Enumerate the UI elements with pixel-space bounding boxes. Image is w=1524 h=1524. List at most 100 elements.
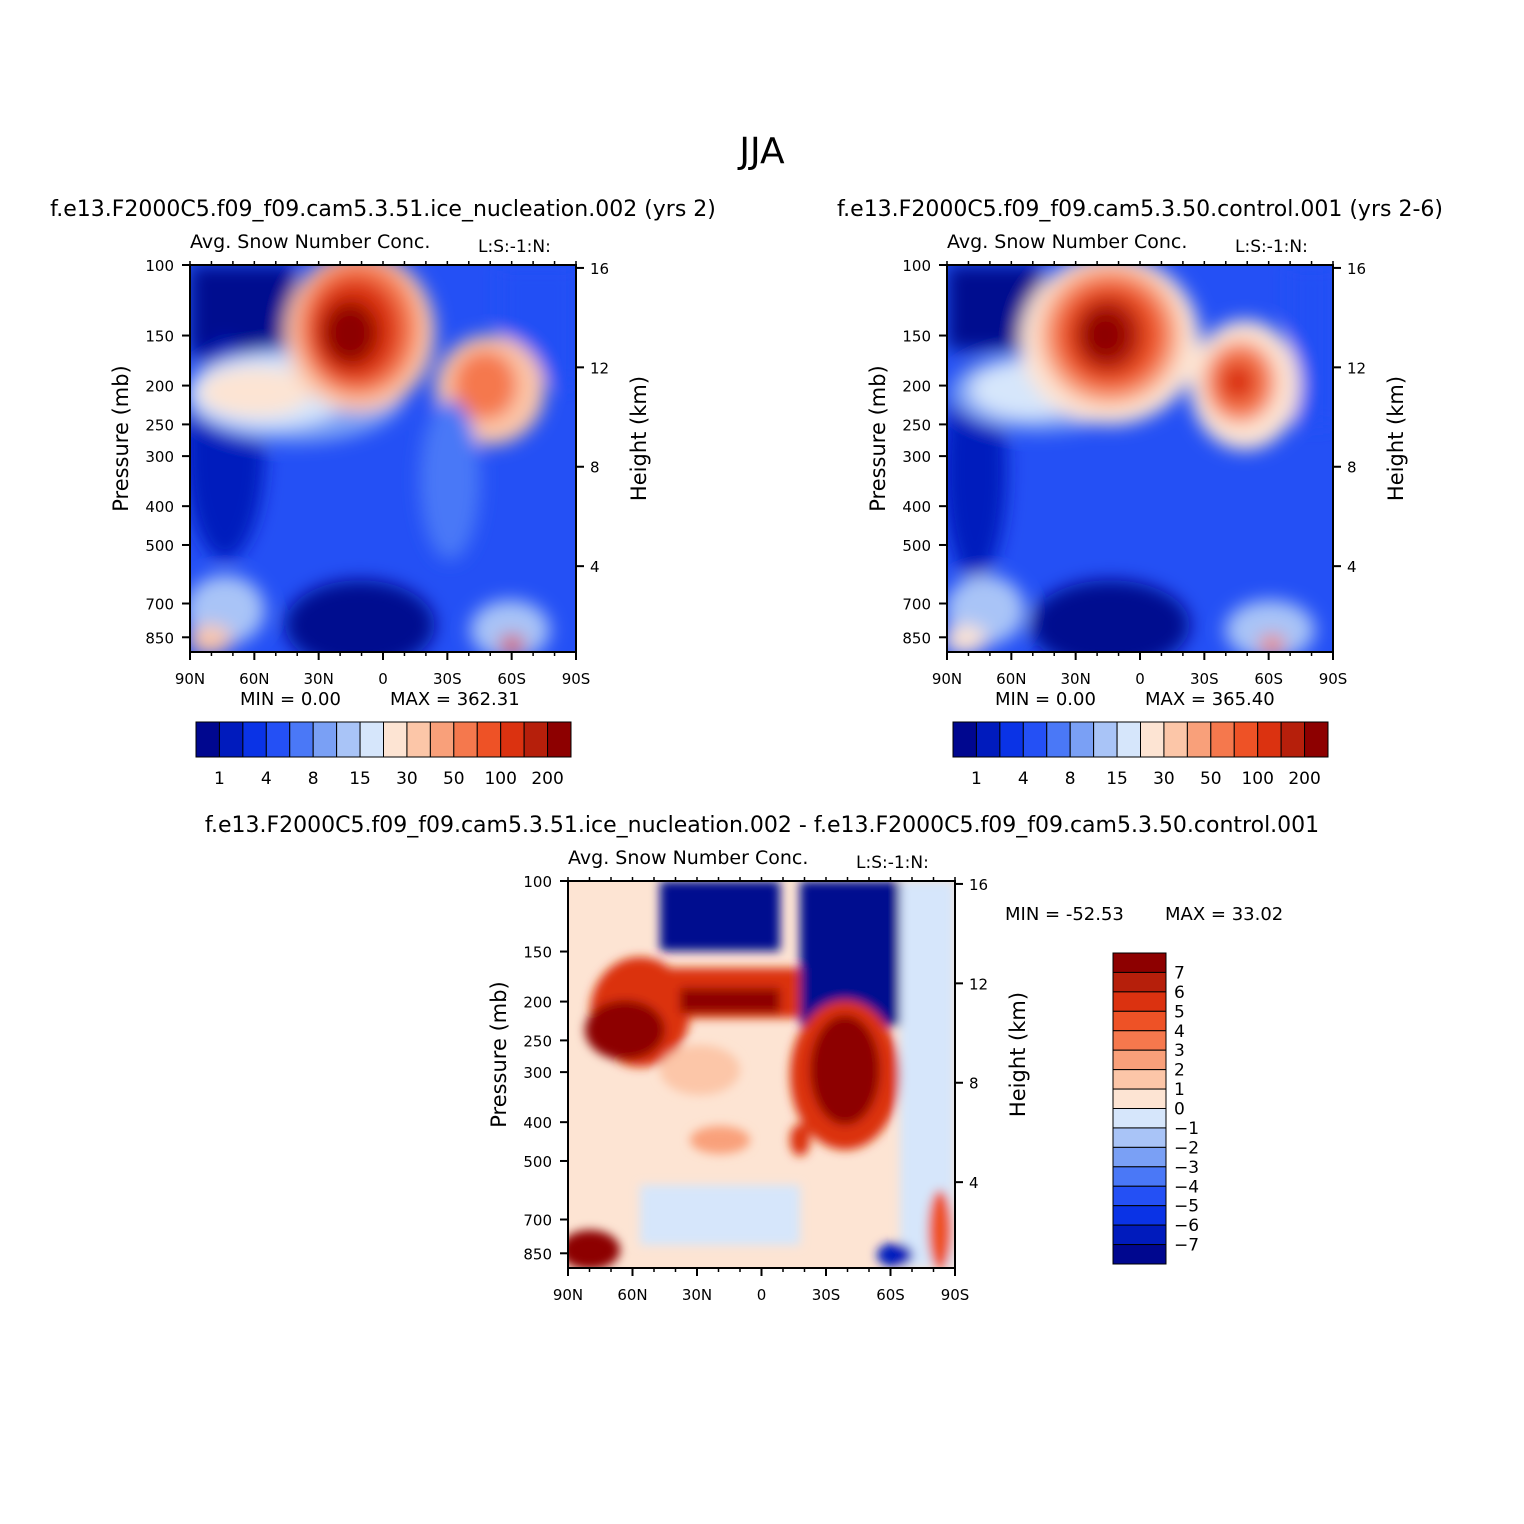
y-tick-label: 400 [902,498,931,516]
colorbar-label: 4 [261,769,272,789]
colorbar-swatch [359,721,384,758]
colorbar-label: 0 [1174,1100,1185,1120]
colorbar-swatch [383,721,408,758]
colorbar-label: 100 [1241,769,1273,789]
colorbar-swatch [1112,1244,1167,1265]
colorbar-swatch [999,721,1024,758]
colorbar-label: 50 [1200,769,1222,789]
y-tick-label: 150 [902,328,931,346]
y-tick-label: 100 [902,257,931,275]
y-right-tick-label: 12 [1347,359,1366,377]
colorbar-label: −4 [1174,1177,1199,1197]
colorbar-swatch [1112,1088,1167,1109]
colorbar-label: −2 [1174,1138,1199,1158]
x-tick-label: 60N [996,670,1026,688]
colorbar-swatch [476,721,502,758]
colorbar-swatch [1112,1146,1167,1168]
colorbar-swatch [975,721,1001,758]
y-right-tick-label: 4 [590,558,600,576]
max-label: MAX = 365.40 [1145,689,1275,710]
y-tick-label: 400 [145,498,174,516]
colorbar-label: 2 [1174,1061,1185,1081]
x-tick-label: 90N [553,1286,583,1304]
x-tick-label: 60N [239,670,269,688]
colorbar-swatch [1112,1224,1167,1246]
main-title: JJA [737,131,785,172]
x-tick-label: 90S [562,670,591,688]
case-title: f.e13.F2000C5.f09_f09.cam5.3.51.ice_nucl… [50,197,716,222]
colorbar-label: −5 [1174,1197,1199,1217]
y-tick-label: 500 [145,537,174,555]
colorbar-label: 5 [1174,1002,1185,1022]
x-tick-label: 60S [876,1286,905,1304]
y-tick-label: 850 [902,629,931,647]
colorbar-label: −1 [1174,1119,1199,1139]
y-tick-label: 300 [902,448,931,466]
x-tick-label: 90S [941,1286,970,1304]
y-tick-label: 700 [523,1212,552,1230]
y-right-axis-label: Height (km) [1006,992,1030,1117]
y-right-axis-label: Height (km) [627,376,651,501]
colorbar-label: 4 [1018,769,1029,789]
heatmap-field [568,881,955,1268]
plot-subtitle: L:S:-1:N: [478,237,551,257]
y-right-tick-label: 8 [1347,459,1357,477]
colorbar-swatch [336,721,361,758]
colorbar-label: −7 [1174,1236,1199,1256]
panel-control: f.e13.F2000C5.f09_f09.cam5.3.50.control.… [837,197,1443,789]
colorbar-swatch [406,721,431,758]
colorbar-label: 3 [1174,1041,1185,1061]
x-tick-label: 0 [757,1286,767,1304]
colorbar-label: 4 [1174,1022,1185,1042]
y-tick-label: 500 [902,537,931,555]
plot-title: Avg. Snow Number Conc. [190,231,430,253]
y-axis-label: Pressure (mb) [866,365,890,512]
y-tick-label: 700 [145,596,174,614]
y-tick-label: 300 [523,1064,552,1082]
y-right-tick-label: 16 [590,260,609,278]
colorbar-swatch [1210,721,1235,758]
colorbar-swatch [523,721,549,758]
colorbar-swatch [1069,721,1095,758]
colorbar-label: 200 [531,769,563,789]
colorbar-label: 15 [349,769,371,789]
colorbar-label: −3 [1174,1158,1199,1178]
colorbar-swatch [195,721,220,758]
colorbar-label: 6 [1174,983,1185,1003]
colorbar-label: 30 [1153,769,1175,789]
colorbar-swatch [1093,721,1118,758]
colorbar-swatch [1022,721,1048,758]
axes: 100 150 200 250 300 400 500 700 850 16 12 8 4 90N 60N 3… [109,257,651,688]
colorbar-swatch [1112,1166,1167,1187]
plot-title: Avg. Snow Number Conc. [568,847,808,869]
colorbar-swatch [453,721,478,758]
x-tick-label: 30N [1061,670,1091,688]
y-tick-label: 150 [523,944,552,962]
colorbar-swatch [1280,721,1306,758]
y-tick-label: 150 [145,328,174,346]
colorbar-swatch [1112,1030,1167,1051]
y-right-tick-label: 12 [590,359,609,377]
y-tick-label: 850 [145,629,174,647]
min-label: MIN = -52.53 [1005,904,1124,925]
case-title: f.e13.F2000C5.f09_f09.cam5.3.50.control.… [837,197,1443,222]
colorbar-label: 30 [396,769,418,789]
panel-ice-nucleation: f.e13.F2000C5.f09_f09.cam5.3.51.ice_nucl… [50,197,716,789]
colorbar-swatch [265,721,291,758]
colorbar-label: 15 [1106,769,1128,789]
colorbar-label: 8 [1065,769,1076,789]
axes: 100 150 200 250 300 400 500 700 850 16 12 8 4 90N 60N 3… [487,873,1030,1304]
y-right-tick-label: 8 [969,1075,979,1093]
x-tick-label: 90S [1319,670,1348,688]
x-tick-label: 60S [497,670,526,688]
plot-title: Avg. Snow Number Conc. [947,231,1187,253]
heatmap-field [947,265,1333,652]
y-right-tick-label: 12 [969,975,988,993]
colorbar-swatch [1112,1205,1167,1226]
y-tick-label: 250 [145,416,174,434]
plot-subtitle: L:S:-1:N: [856,853,929,873]
colorbar-swatch [1140,721,1165,758]
min-label: MIN = 0.00 [240,689,341,710]
